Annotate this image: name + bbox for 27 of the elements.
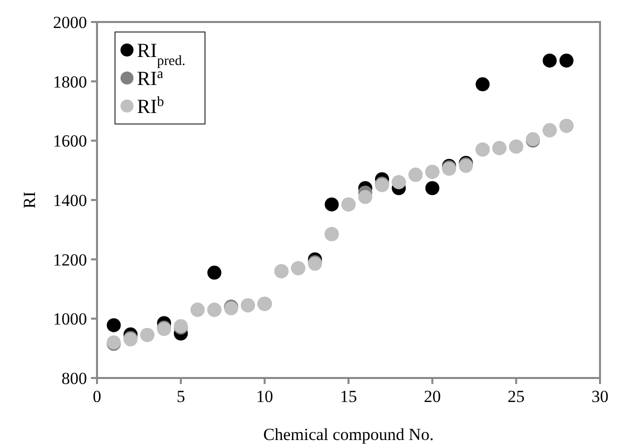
- point: [207, 266, 222, 280]
- point: [476, 77, 490, 92]
- point: [358, 190, 372, 204]
- x-axis-title: Chemical compound No.: [263, 425, 434, 444]
- point: [106, 318, 121, 332]
- legend-label: RI$_{pred.}$: [137, 40, 186, 68]
- y-tick-label: 1600: [53, 132, 87, 151]
- x-tick-label: 15: [340, 387, 357, 406]
- x-tick-label: 25: [508, 387, 525, 406]
- x-tick-label: 0: [92, 387, 102, 406]
- legend-label: RI$^{a}$: [137, 66, 164, 90]
- y-axis-title: RI: [20, 191, 39, 208]
- x-tick-label: 5: [176, 387, 186, 406]
- x-tick-label: 20: [424, 387, 441, 406]
- point: [542, 54, 557, 68]
- x-tick-label: 30: [592, 387, 608, 406]
- point: [324, 197, 339, 212]
- y-tick-label: 2000: [53, 13, 87, 32]
- legend-label: RI$^{b}$: [137, 94, 164, 118]
- y-tick-label: 1400: [53, 191, 87, 210]
- y-tick-label: 1800: [53, 72, 87, 92]
- y-tick-label: 800: [62, 369, 87, 388]
- y-tick-label: 1000: [53, 310, 87, 329]
- point: [559, 54, 574, 68]
- point: [425, 181, 440, 196]
- y-tick-label: 1200: [53, 250, 87, 270]
- x-tick-label: 10: [256, 387, 274, 406]
